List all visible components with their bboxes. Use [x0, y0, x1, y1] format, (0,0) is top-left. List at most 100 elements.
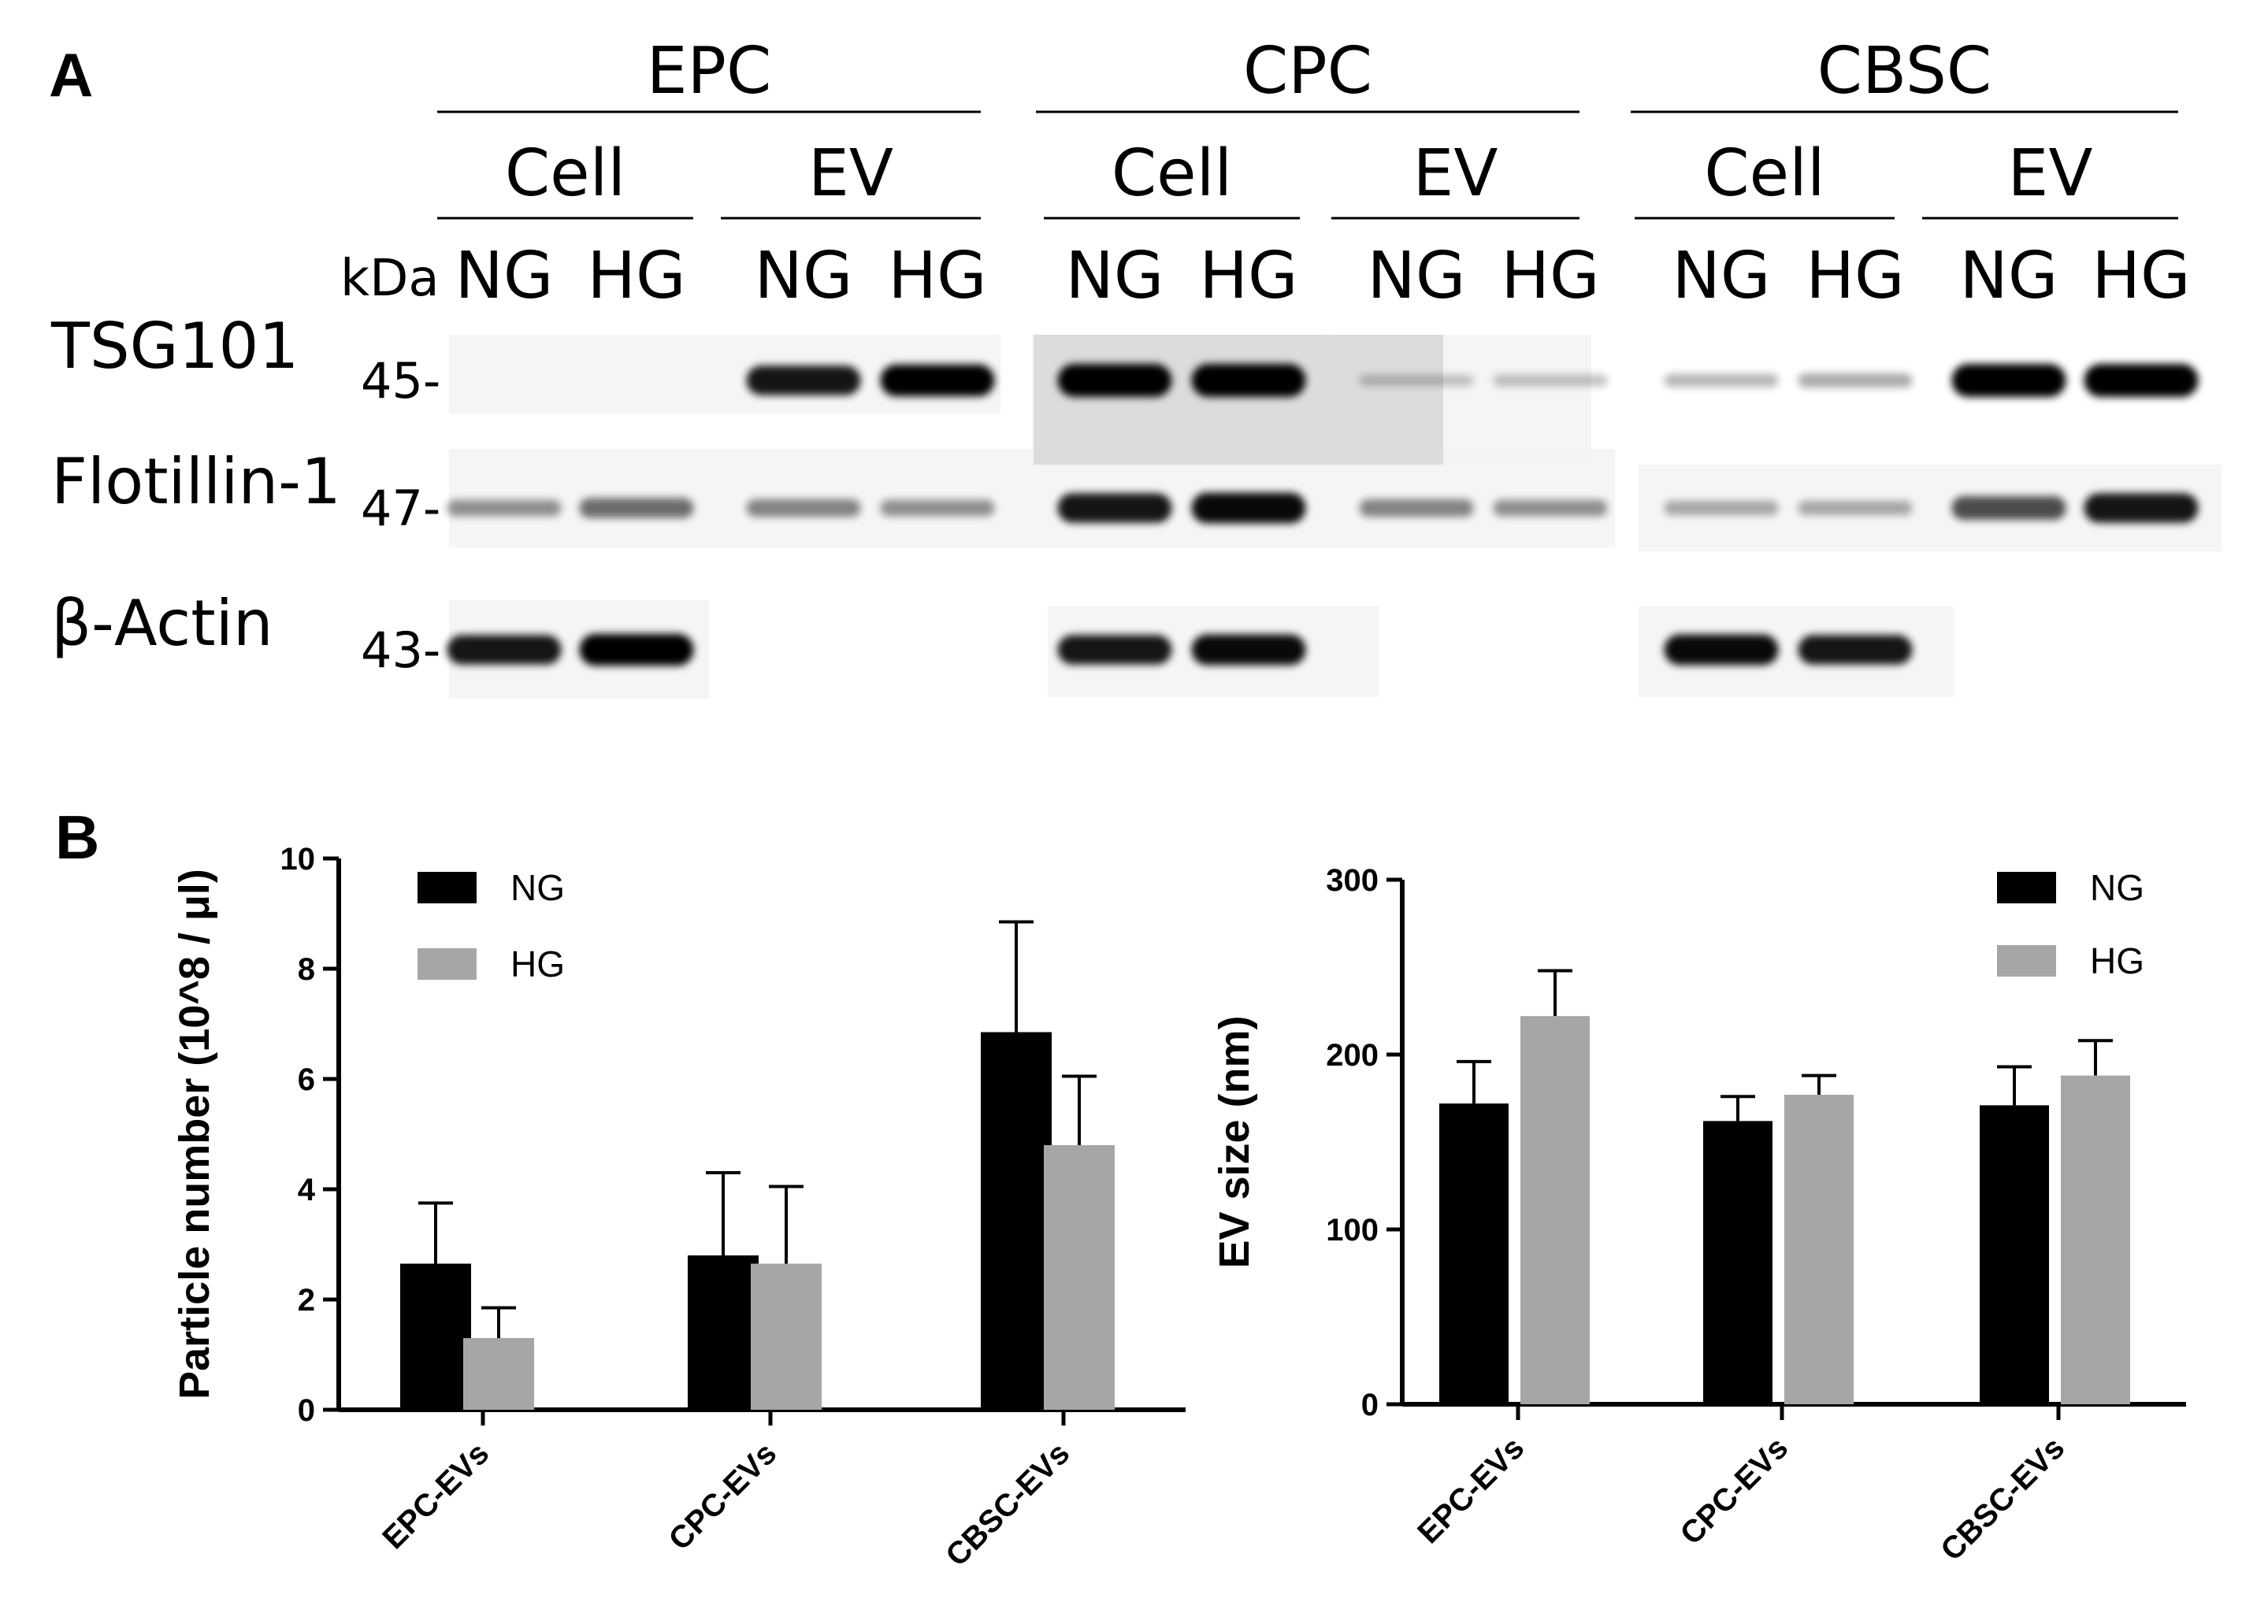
bar-hg	[463, 1338, 534, 1410]
subgroup-label-ev: EV	[2008, 136, 2093, 211]
blot-band	[1664, 634, 1779, 666]
legend-label-hg: HG	[510, 944, 565, 984]
kda-label: kDa	[340, 250, 440, 308]
lane-label-hg: HG	[2092, 239, 2190, 313]
blot-band	[579, 498, 694, 518]
blot-band	[2084, 364, 2199, 397]
y-tick-label: 2	[298, 1283, 315, 1318]
x-tick-label: CBSC-EVs	[939, 1436, 1076, 1573]
lane-label-ng: NG	[1368, 239, 1466, 313]
y-tick-label: 8	[298, 952, 315, 987]
blot-band	[880, 499, 995, 517]
x-tick-label: EPC-EVs	[1411, 1430, 1531, 1550]
bar-hg	[1044, 1145, 1115, 1410]
subgroup-label-cell: Cell	[505, 136, 625, 211]
y-tick-label: 0	[1361, 1388, 1379, 1422]
blot-band	[1359, 374, 1474, 387]
lane-label-ng: NG	[1066, 239, 1164, 313]
ev-size-chart: 0 100 200 300 EV size (nm) EPC-EVs CPC-EVs CBSC…	[1211, 863, 2186, 1567]
x-tick-label: CPC-EVs	[1674, 1430, 1795, 1552]
protein-label: β-Actin	[51, 587, 273, 660]
blot-band	[1493, 499, 1608, 517]
y-tick-label: 300	[1326, 863, 1379, 898]
y-tick-label: 6	[298, 1062, 315, 1097]
subgroup-label-ev: EV	[1413, 136, 1498, 211]
legend-swatch-hg	[1997, 945, 2056, 977]
x-tick-label: CPC-EVs	[663, 1436, 784, 1557]
y-tick-label: 4	[298, 1173, 316, 1207]
lane-label-hg: HG	[587, 239, 685, 313]
blot-band	[2084, 493, 2199, 523]
lane-label-ng: NG	[755, 239, 853, 313]
membrane-background-dark	[1034, 335, 1443, 465]
bar-hg	[2061, 1075, 2130, 1404]
y-axis-title: EV size (nm)	[1211, 1015, 1258, 1268]
legend-label-hg: HG	[2090, 940, 2144, 981]
blot-band	[447, 635, 562, 665]
lane-label-hg: HG	[1199, 239, 1297, 313]
marker-label: 45-	[361, 352, 440, 410]
protein-label: TSG101	[50, 310, 299, 383]
blot-band	[1798, 635, 1913, 665]
legend-label-ng: NG	[2090, 867, 2144, 908]
bar-hg	[1520, 1016, 1590, 1404]
x-tick-label: EPC-EVs	[376, 1436, 496, 1555]
blot-band	[1951, 364, 2066, 397]
lane-label-hg: HG	[1806, 239, 1904, 313]
marker-label: 43-	[361, 621, 440, 679]
blot-band	[1493, 374, 1608, 387]
blot-band	[1664, 501, 1779, 515]
blot-band	[1359, 499, 1474, 517]
blot-band	[447, 499, 562, 517]
blot-band	[1664, 373, 1779, 387]
panel-a-letter: A	[49, 40, 93, 109]
blot-band	[1191, 364, 1306, 397]
subgroup-label-cell: Cell	[1112, 136, 1232, 211]
bar-ng	[1439, 1103, 1509, 1404]
blot-band	[1057, 364, 1172, 397]
legend-swatch-ng	[1997, 872, 2056, 903]
bar-hg	[1784, 1095, 1854, 1404]
lane-label-hg: HG	[1501, 239, 1599, 313]
bar-ng	[688, 1255, 759, 1410]
subgroup-label-cell: Cell	[1704, 136, 1824, 211]
y-tick-label: 10	[280, 842, 316, 877]
blot-band	[1951, 496, 2066, 520]
y-axis-title: Particle number (10^8 / μl)	[171, 869, 218, 1400]
legend-swatch-ng	[418, 872, 477, 903]
bar-ng	[1980, 1105, 2049, 1404]
blot-labels: TSG101 45- Flotillin-1 47- β-Actin 43-	[50, 310, 440, 679]
blot-band	[1191, 634, 1306, 666]
blot-band	[579, 633, 694, 666]
legend-swatch-hg	[418, 948, 477, 980]
x-tick-label: CBSC-EVs	[1934, 1430, 2071, 1567]
blot-band	[1057, 635, 1172, 665]
marker-label: 47-	[361, 480, 440, 537]
blot-bands	[447, 364, 2199, 666]
blot-band	[1057, 493, 1172, 523]
bar-ng	[981, 1032, 1052, 1410]
particle-number-chart: 0 2 4 6 8 10 Particle number (10^8 / μl) EPC-EV…	[171, 842, 1186, 1573]
panel-b: B 0 2 4 6 8 10 Particle number (10^8 / μl) EPC-…	[55, 803, 2186, 1573]
y-tick-label: 200	[1326, 1038, 1379, 1073]
panel-b-letter: B	[55, 803, 99, 872]
y-tick-label: 0	[298, 1393, 315, 1428]
blot-band	[1191, 492, 1306, 524]
blot-band	[880, 364, 995, 397]
blot-band	[746, 499, 861, 517]
lane-label-ng: NG	[1672, 239, 1771, 313]
bar-ng	[1703, 1121, 1772, 1404]
group-label-epc: EPC	[647, 34, 772, 109]
lane-label-ng: NG	[1960, 239, 2058, 313]
protein-label: Flotillin-1	[51, 445, 341, 518]
group-label-cpc: CPC	[1243, 34, 1372, 109]
lane-label-ng: NG	[455, 239, 554, 313]
legend-label-ng: NG	[510, 867, 565, 908]
subgroup-label-ev: EV	[808, 136, 893, 211]
blot-band	[1798, 501, 1913, 515]
bar-hg	[751, 1263, 822, 1410]
y-tick-label: 100	[1326, 1213, 1379, 1248]
